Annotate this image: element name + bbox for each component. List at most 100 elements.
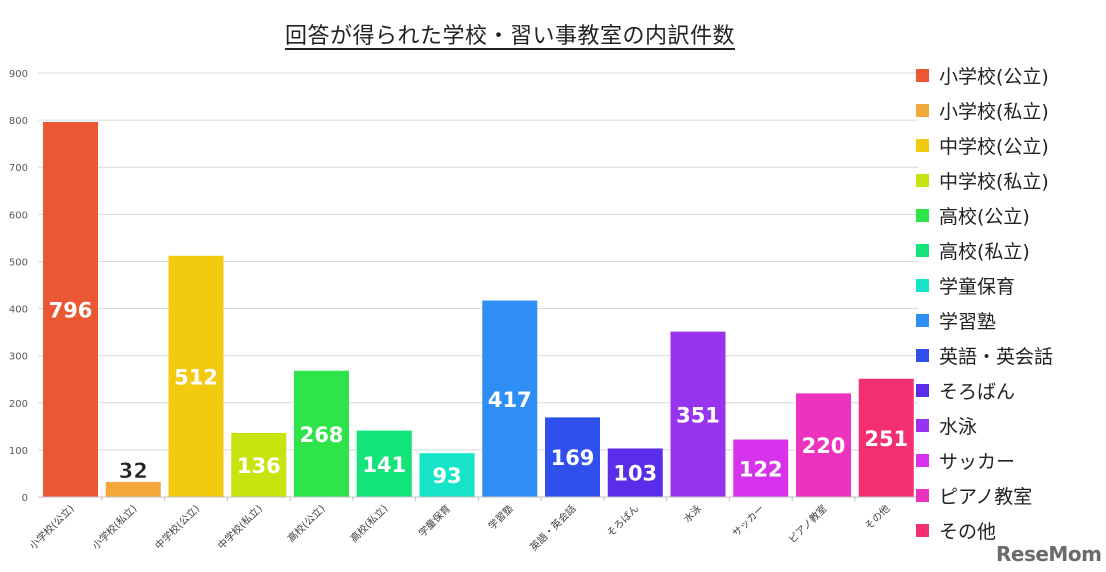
legend-item: 小学校(私立) [916, 93, 1101, 128]
legend-swatch [916, 104, 929, 117]
legend-item: ピアノ教室 [916, 478, 1101, 513]
legend-swatch [916, 174, 929, 187]
y-axis-ticks: 0 100 200 300 400 500 600 700 800 900 [9, 69, 28, 504]
x-tick-label: 高校(私立) [347, 502, 390, 545]
bar [670, 331, 726, 497]
bar [733, 439, 789, 497]
x-tick-label: 中学校(私立) [215, 502, 265, 552]
legend-swatch [916, 139, 929, 152]
bars [43, 121, 914, 498]
legend-item: 小学校(公立) [916, 58, 1101, 93]
data-label: 141 [362, 453, 406, 477]
x-tick-label: 英語・英会話 [527, 502, 579, 554]
legend-label: 中学校(私立) [939, 171, 1049, 193]
x-tick-label: 小学校(私立) [89, 502, 139, 552]
legend-swatch [916, 244, 929, 257]
legend-swatch [916, 314, 929, 327]
legend-item: その他 [916, 513, 1101, 548]
legend-swatch [916, 524, 929, 537]
legend-swatch [916, 419, 929, 432]
legend-label: ピアノ教室 [939, 486, 1033, 508]
legend-item: 中学校(公立) [916, 128, 1101, 163]
legend-item: そろばん [916, 373, 1101, 408]
legend-item: 英語・英会話 [916, 338, 1101, 373]
legend-item: 水泳 [916, 408, 1101, 443]
legend-label: 英語・英会話 [939, 346, 1054, 368]
legend-label: サッカー [939, 451, 1016, 473]
bar [482, 300, 538, 497]
bar [168, 255, 224, 497]
legend-label: 水泳 [939, 416, 978, 438]
y-tick-label: 200 [9, 399, 28, 410]
x-tick-label: その他 [862, 502, 892, 532]
y-tick-label: 700 [9, 163, 28, 174]
legend-item: 高校(公立) [916, 198, 1101, 233]
x-tick-label: 学習塾 [485, 502, 515, 532]
data-label: 268 [300, 423, 344, 447]
legend-label: 学習塾 [939, 311, 997, 333]
legend-swatch [916, 279, 929, 292]
x-tick-label: 水泳 [681, 503, 704, 526]
data-label: 136 [237, 454, 281, 478]
data-label: 103 [613, 462, 657, 486]
bar [105, 481, 161, 497]
data-label: 93 [432, 464, 461, 488]
legend-item: 学習塾 [916, 303, 1101, 338]
bar [796, 393, 851, 497]
value-labels: 796 32 512 136 268 141 93 417 169 103 351 122 220 251 [49, 298, 909, 488]
legend-item: 高校(私立) [916, 233, 1101, 268]
x-tick-label: そろばん [605, 503, 642, 540]
data-label: 251 [864, 427, 908, 451]
bar [545, 417, 600, 497]
bar [607, 448, 663, 497]
legend-swatch [916, 384, 929, 397]
x-tick-label: 高校(公立) [285, 502, 328, 545]
bar [419, 453, 475, 497]
legend-swatch [916, 454, 929, 467]
y-tick-label: 300 [9, 352, 28, 363]
bar [43, 121, 98, 498]
y-tick-label: 400 [9, 305, 28, 316]
bar [356, 430, 412, 497]
legend-label: 高校(公立) [939, 206, 1030, 228]
y-tick-label: 100 [9, 446, 28, 457]
legend-label: 小学校(公立) [939, 66, 1049, 88]
data-label: 169 [551, 446, 595, 470]
data-label: 351 [676, 403, 720, 427]
data-label: 32 [119, 459, 148, 483]
x-tick-label: 小学校(公立) [27, 502, 77, 552]
legend-label: 高校(私立) [939, 241, 1030, 263]
data-label: 122 [739, 457, 783, 481]
resemom-logo: ReseMom [996, 542, 1102, 566]
y-tick-label: 600 [9, 210, 28, 221]
legend-label: その他 [939, 521, 997, 543]
data-label: 417 [488, 388, 532, 412]
x-tick-label: サッカー [730, 503, 767, 540]
chart-title: 回答が得られた学校・習い事教室の内訳件数 [284, 24, 735, 49]
data-label: 796 [49, 298, 93, 322]
legend-label: 中学校(公立) [939, 136, 1049, 158]
legend-swatch [916, 349, 929, 362]
bar [231, 432, 287, 497]
y-tick-label: 500 [9, 257, 28, 268]
legend-swatch [916, 489, 929, 502]
x-tick-label: 中学校(公立) [152, 502, 202, 552]
y-tick-label: 800 [9, 116, 28, 127]
bar [858, 378, 914, 497]
bar [294, 370, 349, 497]
x-tick-label: 学童保育 [416, 502, 453, 539]
data-label: 512 [174, 365, 218, 389]
y-tick-label: 900 [9, 69, 28, 80]
legend-swatch [916, 69, 929, 82]
data-label: 220 [802, 434, 846, 458]
legend-item: 中学校(私立) [916, 163, 1101, 198]
legend-swatch [916, 209, 929, 222]
x-axis-ticks: 小学校(公立) 小学校(私立) 中学校(公立) 中学校(私立) 高校(公立) 高校(私立)… [27, 497, 919, 554]
legend-label: 小学校(私立) [939, 101, 1049, 123]
x-tick-label: ピアノ教室 [786, 502, 830, 546]
legend-label: そろばん [939, 381, 1016, 403]
legend-item: 学童保育 [916, 268, 1101, 303]
legend: 小学校(公立) 小学校(私立) 中学校(公立) 中学校(私立) 高校(公立) 高校(私立)… [916, 58, 1101, 548]
legend-label: 学童保育 [939, 276, 1016, 298]
